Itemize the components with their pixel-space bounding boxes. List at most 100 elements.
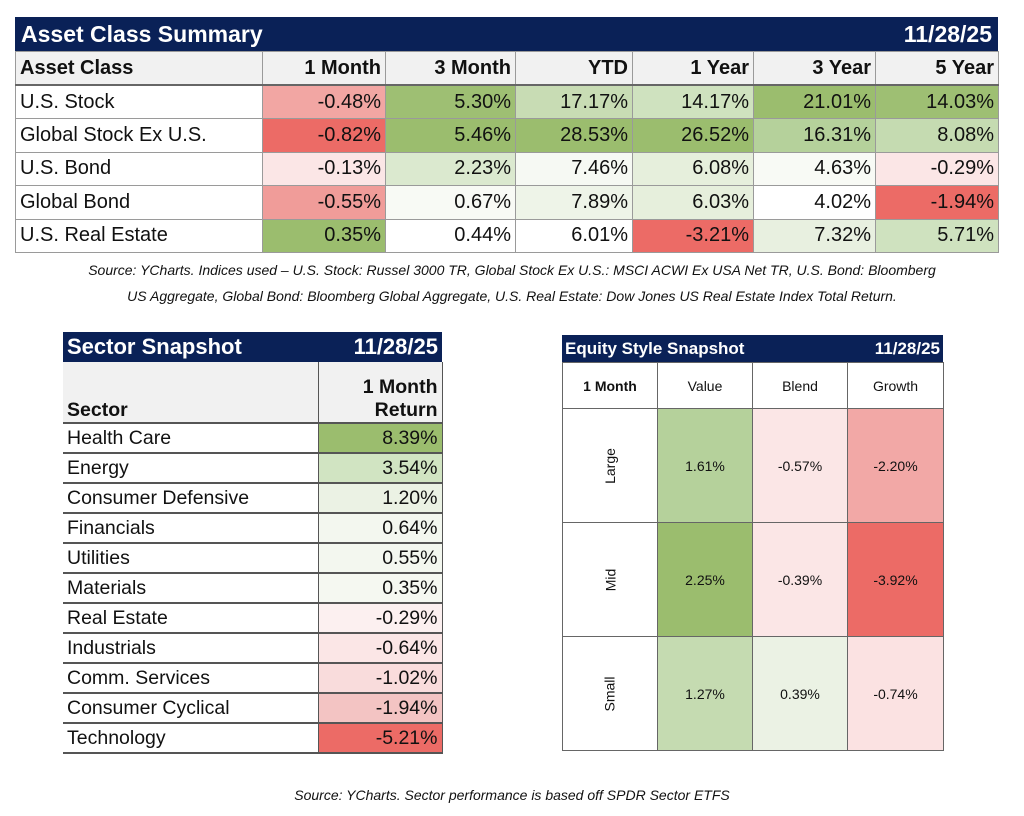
header-line-1: 1 Month	[362, 376, 438, 398]
return-cell: 21.01%	[753, 84, 876, 119]
table-row: Global Bond -0.55% 0.67% 7.89% 6.03% 4.02% -1.…	[15, 185, 999, 220]
return-cell: -5.21%	[318, 723, 443, 754]
column-header: YTD	[515, 51, 633, 86]
table-row: Mid 2.25% -0.39% -3.92%	[562, 522, 944, 637]
return-cell: 2.23%	[385, 151, 516, 186]
return-cell: 1.61%	[657, 408, 753, 523]
return-cell: -3.92%	[847, 522, 944, 637]
return-cell: -1.94%	[875, 185, 999, 220]
return-cell: 5.46%	[385, 118, 516, 153]
return-cell: 1.20%	[318, 483, 443, 514]
return-cell: -0.29%	[875, 151, 999, 186]
return-cell: 0.35%	[318, 573, 443, 604]
return-cell: -2.20%	[847, 408, 944, 523]
sector-label: Health Care	[63, 423, 319, 454]
return-cell: -1.02%	[318, 663, 443, 694]
return-cell: 14.03%	[875, 84, 999, 119]
return-cell: 7.32%	[753, 218, 876, 253]
return-cell: 2.25%	[657, 522, 753, 637]
return-cell: 5.71%	[875, 218, 999, 253]
sector-header-value: 1 Month Return	[318, 362, 443, 424]
return-cell: 14.17%	[632, 84, 754, 119]
return-cell: 8.08%	[875, 118, 999, 153]
return-cell: 6.08%	[632, 151, 754, 186]
return-cell: 7.89%	[515, 185, 633, 220]
table-row: Real Estate -0.29%	[63, 603, 443, 634]
return-cell: 1.27%	[657, 636, 753, 751]
return-cell: 28.53%	[515, 118, 633, 153]
size-label: Large	[602, 447, 618, 484]
return-cell: -0.57%	[752, 408, 848, 523]
sector-header-row: Sector 1 Month Return	[63, 362, 443, 424]
return-cell: -0.29%	[318, 603, 443, 634]
table-row: U.S. Stock -0.48% 5.30% 17.17% 14.17% 21.01% 1…	[15, 84, 999, 119]
equity-col-blend: Blend	[752, 362, 848, 409]
asset-summary-table: Asset Class 1 Month 3 Month YTD 1 Year 3 Year…	[15, 51, 999, 253]
sector-label: Utilities	[63, 543, 319, 574]
table-row: Utilities 0.55%	[63, 543, 443, 574]
sector-title-bar: Sector Snapshot 11/28/25	[63, 332, 442, 362]
size-label: Small	[601, 675, 618, 712]
header-line-2: Return	[374, 399, 438, 421]
footer-source: Source: YCharts. Sector performance is b…	[294, 787, 730, 803]
return-cell: 8.39%	[318, 423, 443, 454]
asset-summary-title-bar: Asset Class Summary 11/28/25	[15, 17, 998, 51]
return-cell: 4.02%	[753, 185, 876, 220]
asset-summary-date: 11/28/25	[903, 21, 992, 47]
table-row: Consumer Cyclical -1.94%	[63, 693, 443, 724]
column-header: 3 Year	[753, 51, 876, 86]
return-cell: 17.17%	[515, 84, 633, 119]
return-cell: 4.63%	[753, 151, 876, 186]
return-cell: 7.46%	[515, 151, 633, 186]
column-header: 1 Month	[262, 51, 386, 86]
size-label-cell: Small	[562, 636, 658, 751]
size-label: Mid	[602, 568, 618, 591]
table-row: Small 1.27% 0.39% -0.74%	[562, 636, 944, 751]
table-row: U.S. Real Estate 0.35% 0.44% 6.01% -3.21% 7.3…	[15, 218, 999, 253]
asset-class-label: Global Stock Ex U.S.	[15, 118, 263, 153]
sector-label: Consumer Defensive	[63, 483, 319, 514]
return-cell: -1.94%	[318, 693, 443, 724]
equity-title-bar: Equity Style Snapshot 11/28/25	[562, 335, 943, 362]
sector-label: Comm. Services	[63, 663, 319, 694]
equity-col-value: Value	[657, 362, 753, 409]
return-cell: -0.64%	[318, 633, 443, 664]
equity-header-row: 1 Month Value Blend Growth	[562, 362, 944, 409]
table-row: Comm. Services -1.02%	[63, 663, 443, 694]
equity-title: Equity Style Snapshot	[565, 339, 745, 358]
equity-style-table: 1 Month Value Blend Growth Large 1.61% -0.…	[562, 362, 944, 751]
equity-col-growth: Growth	[847, 362, 944, 409]
sector-label: Technology	[63, 723, 319, 754]
return-cell: 0.64%	[318, 513, 443, 544]
sector-label: Financials	[63, 513, 319, 544]
return-cell: -3.21%	[632, 218, 754, 253]
asset-header-row: Asset Class 1 Month 3 Month YTD 1 Year 3 Year…	[15, 51, 999, 86]
table-row: Technology -5.21%	[63, 723, 443, 754]
table-row: Materials 0.35%	[63, 573, 443, 604]
asset-class-label: U.S. Real Estate	[15, 218, 263, 253]
table-row: Large 1.61% -0.57% -2.20%	[562, 408, 944, 523]
table-row: Health Care 8.39%	[63, 423, 443, 454]
column-header: 1 Year	[632, 51, 754, 86]
asset-class-label: Global Bond	[15, 185, 263, 220]
return-cell: 0.67%	[385, 185, 516, 220]
return-cell: 0.35%	[262, 218, 386, 253]
size-label-cell: Mid	[562, 522, 658, 637]
asset-class-label: U.S. Stock	[15, 84, 263, 119]
sector-label: Consumer Cyclical	[63, 693, 319, 724]
return-cell: 0.39%	[752, 636, 848, 751]
return-cell: 26.52%	[632, 118, 754, 153]
return-cell: 16.31%	[753, 118, 876, 153]
column-header: Asset Class	[15, 51, 263, 86]
table-row: Financials 0.64%	[63, 513, 443, 544]
asset-source-line-2: US Aggregate, Global Bond: Bloomberg Glo…	[127, 288, 897, 304]
sector-label: Materials	[63, 573, 319, 604]
sector-date: 11/28/25	[353, 334, 438, 359]
return-cell: 6.03%	[632, 185, 754, 220]
return-cell: -0.48%	[262, 84, 386, 119]
return-cell: 3.54%	[318, 453, 443, 484]
equity-corner: 1 Month	[562, 362, 658, 409]
asset-source-line-1: Source: YCharts. Indices used – U.S. Sto…	[88, 262, 936, 278]
table-row: Global Stock Ex U.S. -0.82% 5.46% 28.53% 26.…	[15, 118, 999, 153]
sector-title: Sector Snapshot	[67, 334, 242, 359]
